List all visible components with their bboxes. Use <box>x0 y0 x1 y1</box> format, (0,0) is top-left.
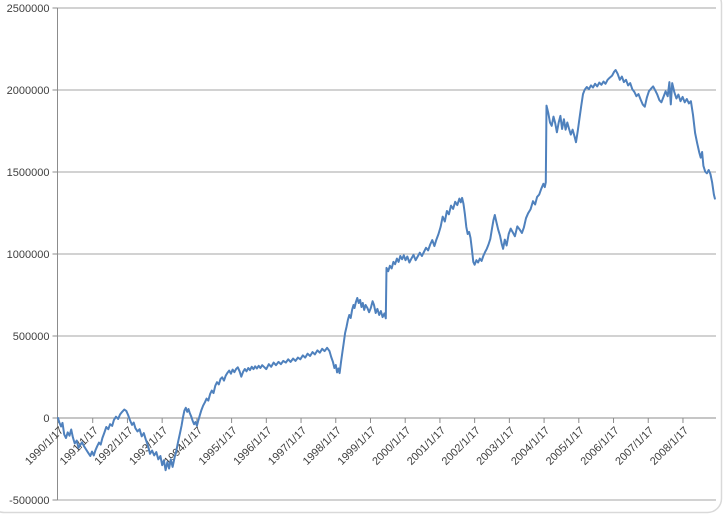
y-axis-label: -500000 <box>9 495 49 507</box>
y-axis-label: 1500000 <box>7 167 50 179</box>
y-axis-label: 2500000 <box>7 3 50 15</box>
x-axis-label: 2008/1/17 <box>648 425 691 468</box>
series-line-cumulative-value <box>57 69 716 472</box>
y-axis-label: 2000000 <box>7 85 50 97</box>
y-axis-label: 0 <box>43 413 49 425</box>
y-axis-label: 500000 <box>13 331 50 343</box>
y-axis-label: 1000000 <box>7 249 50 261</box>
